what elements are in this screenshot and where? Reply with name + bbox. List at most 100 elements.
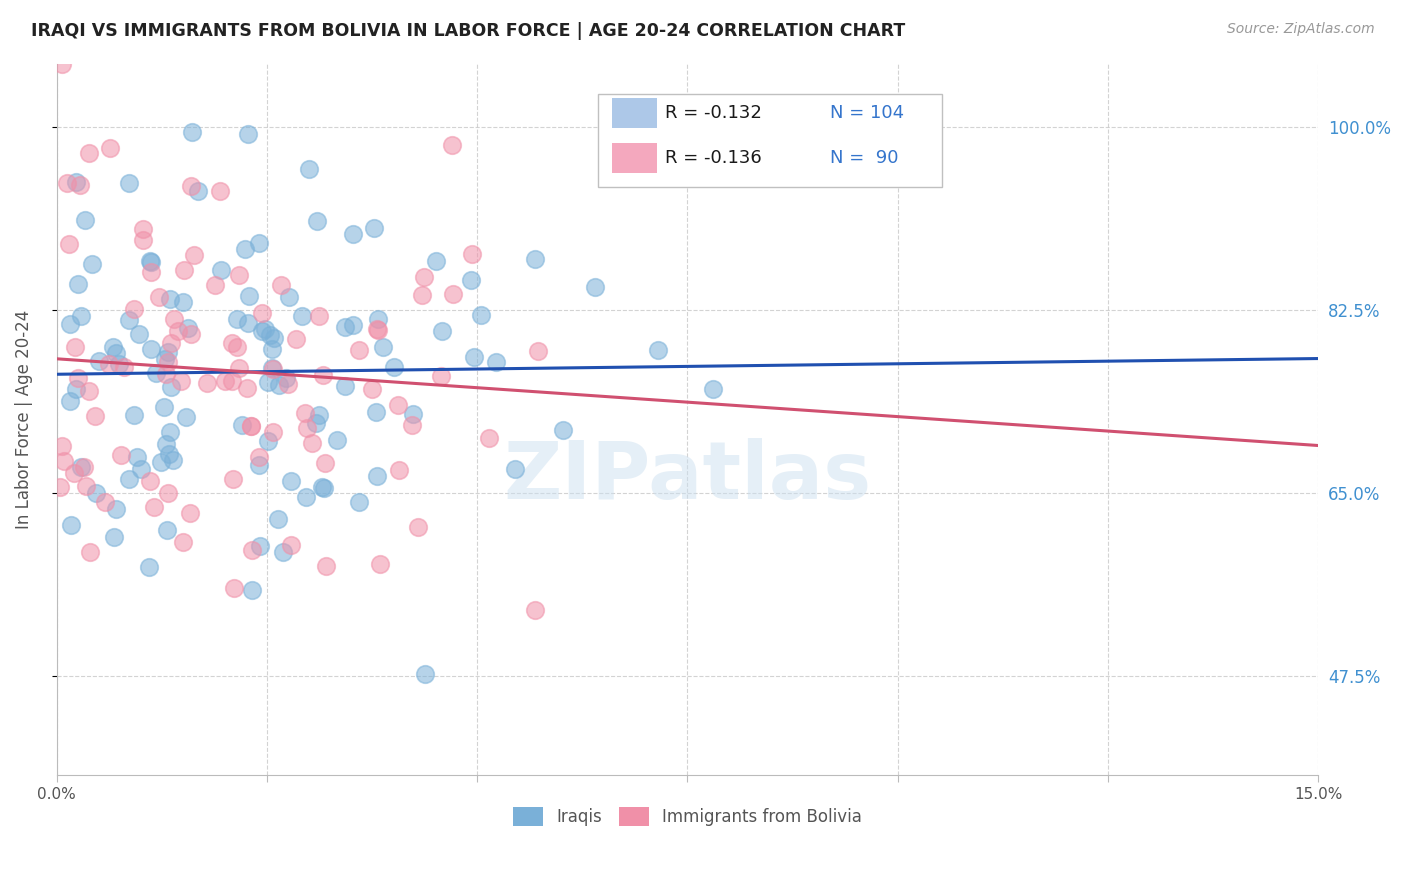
Point xyxy=(124,408,146,422)
Point xyxy=(298,161,321,176)
Point xyxy=(56,176,79,190)
Point xyxy=(551,423,574,437)
Text: N =  90: N = 90 xyxy=(830,149,898,167)
Point xyxy=(524,603,547,617)
Point xyxy=(308,409,330,423)
Point xyxy=(139,342,162,356)
Point xyxy=(259,328,281,343)
Point xyxy=(80,257,103,271)
Point xyxy=(647,343,669,358)
Point xyxy=(470,308,492,322)
Point xyxy=(315,559,337,574)
Point xyxy=(267,378,290,392)
Point xyxy=(257,375,280,389)
Text: IRAQI VS IMMIGRANTS FROM BOLIVIA IN LABOR FORCE | AGE 20-24 CORRELATION CHART: IRAQI VS IMMIGRANTS FROM BOLIVIA IN LABO… xyxy=(31,22,905,40)
Point xyxy=(112,359,135,374)
Point xyxy=(413,269,436,284)
Point xyxy=(59,318,82,332)
Point xyxy=(250,324,273,338)
Point xyxy=(118,176,141,190)
Point xyxy=(301,436,323,450)
Point xyxy=(153,351,176,366)
Point xyxy=(249,539,271,553)
Point xyxy=(262,361,284,376)
Point xyxy=(226,311,249,326)
Point xyxy=(195,376,218,390)
Point xyxy=(86,486,108,500)
Point xyxy=(180,179,202,194)
Point xyxy=(240,582,263,597)
Point xyxy=(247,450,270,464)
Point xyxy=(145,366,167,380)
Point xyxy=(240,418,263,433)
Point xyxy=(209,263,232,277)
Point xyxy=(98,141,121,155)
Point xyxy=(179,507,201,521)
Point xyxy=(138,560,160,574)
Point xyxy=(159,425,181,439)
Point xyxy=(65,382,87,396)
Point xyxy=(63,340,86,354)
Point xyxy=(368,557,391,571)
Point xyxy=(361,382,384,396)
Point xyxy=(129,462,152,476)
Point xyxy=(363,221,385,235)
Point xyxy=(430,324,453,338)
Point xyxy=(69,178,91,193)
Point xyxy=(411,288,433,302)
Point xyxy=(295,421,318,435)
Point xyxy=(150,455,173,469)
Point xyxy=(277,377,299,392)
Point xyxy=(366,405,388,419)
Point xyxy=(122,301,145,316)
Point xyxy=(67,277,90,292)
Point xyxy=(240,419,263,434)
Point xyxy=(66,371,89,385)
Point xyxy=(172,535,194,549)
Point xyxy=(157,355,180,369)
Text: Source: ZipAtlas.com: Source: ZipAtlas.com xyxy=(1227,22,1375,37)
Point xyxy=(333,378,356,392)
Point xyxy=(278,290,301,304)
Point xyxy=(167,324,190,338)
Point xyxy=(118,472,141,486)
Point xyxy=(157,446,180,460)
Point xyxy=(70,459,93,474)
Point xyxy=(276,371,298,385)
Point xyxy=(173,263,195,277)
Point xyxy=(163,312,186,326)
Point xyxy=(228,268,250,282)
Point xyxy=(172,295,194,310)
Point xyxy=(702,382,724,396)
Point xyxy=(162,453,184,467)
Point xyxy=(401,417,423,432)
Text: ZIPatlas: ZIPatlas xyxy=(503,438,872,516)
Text: R = -0.136: R = -0.136 xyxy=(665,149,762,167)
Point xyxy=(238,289,260,303)
Point xyxy=(51,57,73,71)
Point xyxy=(382,360,405,375)
Point xyxy=(262,425,284,439)
Point xyxy=(371,340,394,354)
Point xyxy=(138,475,160,489)
Point xyxy=(463,350,485,364)
Point xyxy=(59,393,82,408)
Point xyxy=(174,409,197,424)
Point xyxy=(256,434,278,448)
Point xyxy=(60,518,83,533)
Point xyxy=(214,374,236,388)
Point xyxy=(103,530,125,544)
Point xyxy=(280,474,302,488)
Point xyxy=(333,320,356,334)
Point xyxy=(103,340,125,354)
Point xyxy=(347,495,370,509)
Point xyxy=(209,184,232,198)
Point xyxy=(305,214,328,228)
Text: N = 104: N = 104 xyxy=(830,104,904,122)
Point xyxy=(187,184,209,198)
Point xyxy=(312,368,335,382)
Point xyxy=(441,138,464,153)
Point xyxy=(523,252,546,266)
Point xyxy=(236,381,259,395)
Point xyxy=(63,466,86,480)
